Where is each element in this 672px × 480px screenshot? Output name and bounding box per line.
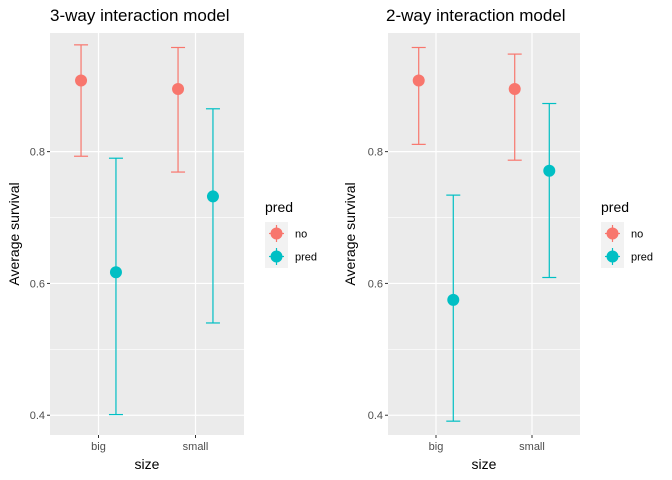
x-tick-label: small	[183, 441, 209, 453]
legend-title: pred	[265, 199, 293, 215]
errorbar-no-big	[411, 46, 426, 145]
legend-label-pred: pred	[295, 252, 317, 264]
errorbar-pred-big	[446, 194, 461, 422]
panel-1: 0.4 0.6 0.8 big small 3-way interaction model…	[6, 6, 317, 472]
y-tick-label: 0.8	[30, 147, 45, 159]
y-tick-label: 0.6	[368, 278, 383, 290]
legend-key-point	[606, 250, 619, 263]
point-no-big	[412, 74, 425, 87]
errorbar-no-big	[74, 44, 89, 157]
point-no-big	[75, 74, 88, 87]
errorbar-pred-big	[108, 157, 123, 416]
legend-label-no: no	[295, 229, 307, 241]
errorbar-no-small	[507, 53, 522, 161]
errorbar-no-small	[171, 46, 186, 173]
point-pred-small	[543, 164, 556, 177]
point-no-small	[508, 83, 521, 96]
legend: pred no pred	[265, 199, 317, 268]
chart-title: 3-way interaction model	[50, 6, 230, 25]
errorbar-pred-small	[205, 108, 220, 324]
y-axis-title: Average survival	[342, 182, 358, 285]
x-tick-label: big	[429, 441, 444, 453]
y-tick-label: 0.6	[30, 278, 45, 290]
y-tick-label: 0.4	[30, 410, 45, 422]
point-no-small	[172, 83, 185, 96]
point-pred-small	[206, 190, 219, 203]
legend: pred no pred	[601, 199, 653, 268]
x-axis-title: size	[135, 456, 160, 472]
legend-key-point	[270, 227, 283, 240]
x-tick-label: big	[91, 441, 106, 453]
legend-label-pred: pred	[631, 252, 653, 264]
legend-key-point	[270, 250, 283, 263]
point-pred-big	[447, 293, 460, 306]
y-tick-label: 0.4	[368, 410, 383, 422]
y-axis-title: Average survival	[6, 182, 22, 285]
x-tick-label: small	[519, 441, 545, 453]
plot-panel	[388, 33, 580, 435]
chart-title: 2-way interaction model	[386, 6, 566, 25]
y-tick-label: 0.8	[368, 147, 383, 159]
errorbar-pred-small	[542, 102, 557, 279]
point-pred-big	[109, 266, 122, 279]
legend-title: pred	[601, 199, 629, 215]
panel-2: 0.4 0.6 0.8 big small 2-way interaction model…	[342, 6, 653, 472]
x-axis-title: size	[472, 456, 497, 472]
legend-label-no: no	[631, 229, 643, 241]
plot-panel	[50, 33, 244, 435]
legend-key-point	[606, 227, 619, 240]
